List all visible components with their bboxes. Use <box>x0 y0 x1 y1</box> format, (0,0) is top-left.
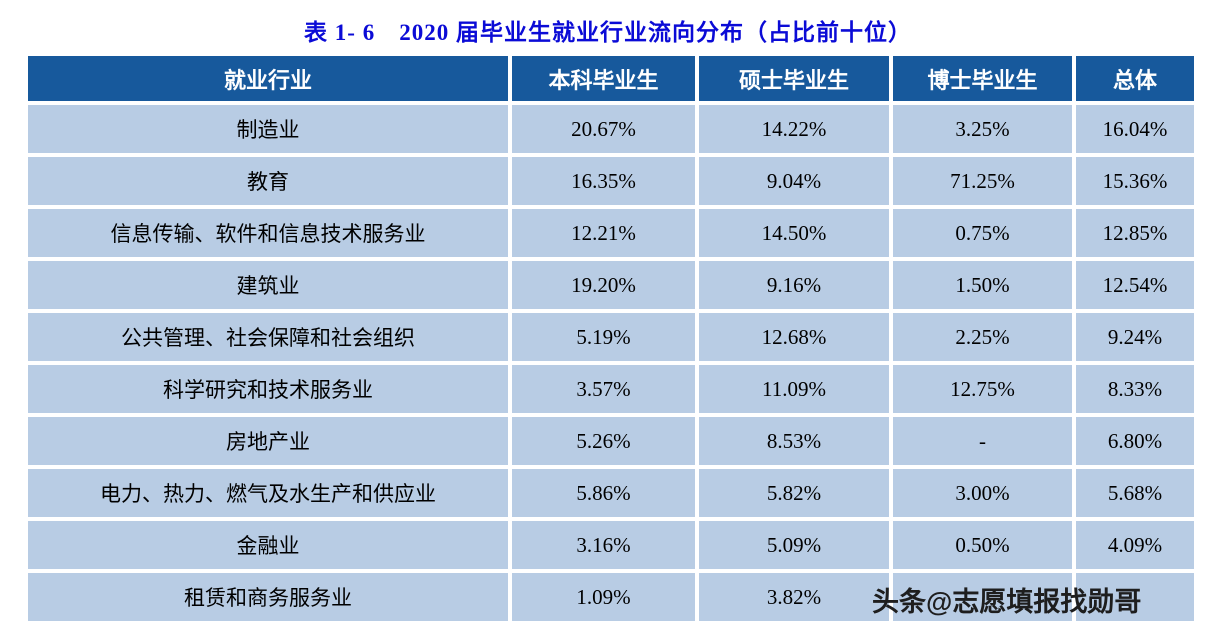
watermark: 头条@志愿填报找勋哥 <box>872 587 1142 617</box>
value-cell: 16.04% <box>1076 105 1194 153</box>
value-cell: 2.25% <box>893 313 1072 361</box>
value-cell: 3.25% <box>893 105 1072 153</box>
value-cell: 5.26% <box>512 417 695 465</box>
column-header-undergraduate: 本科毕业生 <box>512 56 695 101</box>
value-cell: 12.75% <box>893 365 1072 413</box>
value-cell: 3.16% <box>512 521 695 569</box>
industry-cell: 租赁和商务服务业 <box>28 573 508 621</box>
value-cell: 12.54% <box>1076 261 1194 309</box>
industry-cell: 房地产业 <box>28 417 508 465</box>
value-cell: 12.21% <box>512 209 695 257</box>
industry-cell: 制造业 <box>28 105 508 153</box>
value-cell: 5.86% <box>512 469 695 517</box>
value-cell: 9.04% <box>699 157 889 205</box>
industry-cell: 科学研究和技术服务业 <box>28 365 508 413</box>
employment-industry-table: 就业行业 本科毕业生 硕士毕业生 博士毕业生 总体 制造业 20.67% 14.… <box>28 56 1194 621</box>
value-cell: 71.25% <box>893 157 1072 205</box>
value-cell <box>893 573 1072 621</box>
value-cell: 12.85% <box>1076 209 1194 257</box>
value-cell: 9.16% <box>699 261 889 309</box>
column-header-master: 硕士毕业生 <box>699 56 889 101</box>
value-cell: 3.00% <box>893 469 1072 517</box>
column-header-phd: 博士毕业生 <box>893 56 1072 101</box>
industry-cell: 建筑业 <box>28 261 508 309</box>
value-cell: 8.33% <box>1076 365 1194 413</box>
value-cell: 6.80% <box>1076 417 1194 465</box>
value-cell <box>1076 573 1194 621</box>
industry-cell: 金融业 <box>28 521 508 569</box>
value-cell: 4.09% <box>1076 521 1194 569</box>
value-cell: 1.50% <box>893 261 1072 309</box>
value-cell: 8.53% <box>699 417 889 465</box>
value-cell: 11.09% <box>699 365 889 413</box>
industry-cell: 公共管理、社会保障和社会组织 <box>28 313 508 361</box>
value-cell: 0.75% <box>893 209 1072 257</box>
value-cell: 14.50% <box>699 209 889 257</box>
column-header-industry: 就业行业 <box>28 56 508 101</box>
value-cell: 19.20% <box>512 261 695 309</box>
industry-cell: 教育 <box>28 157 508 205</box>
value-cell: 12.68% <box>699 313 889 361</box>
value-cell: 14.22% <box>699 105 889 153</box>
value-cell: 20.67% <box>512 105 695 153</box>
industry-cell: 电力、热力、燃气及水生产和供应业 <box>28 469 508 517</box>
value-cell: 5.82% <box>699 469 889 517</box>
value-cell: 3.82% <box>699 573 889 621</box>
industry-cell: 信息传输、软件和信息技术服务业 <box>28 209 508 257</box>
value-cell: 5.19% <box>512 313 695 361</box>
value-cell: 16.35% <box>512 157 695 205</box>
value-cell: 5.09% <box>699 521 889 569</box>
value-cell: 0.50% <box>893 521 1072 569</box>
value-cell: 5.68% <box>1076 469 1194 517</box>
value-cell: 1.09% <box>512 573 695 621</box>
value-cell: 9.24% <box>1076 313 1194 361</box>
value-cell: 15.36% <box>1076 157 1194 205</box>
value-cell: - <box>893 417 1072 465</box>
value-cell: 3.57% <box>512 365 695 413</box>
column-header-overall: 总体 <box>1076 56 1194 101</box>
page-title: 表 1- 6 2020 届毕业生就业行业流向分布（占比前十位） <box>304 20 912 45</box>
